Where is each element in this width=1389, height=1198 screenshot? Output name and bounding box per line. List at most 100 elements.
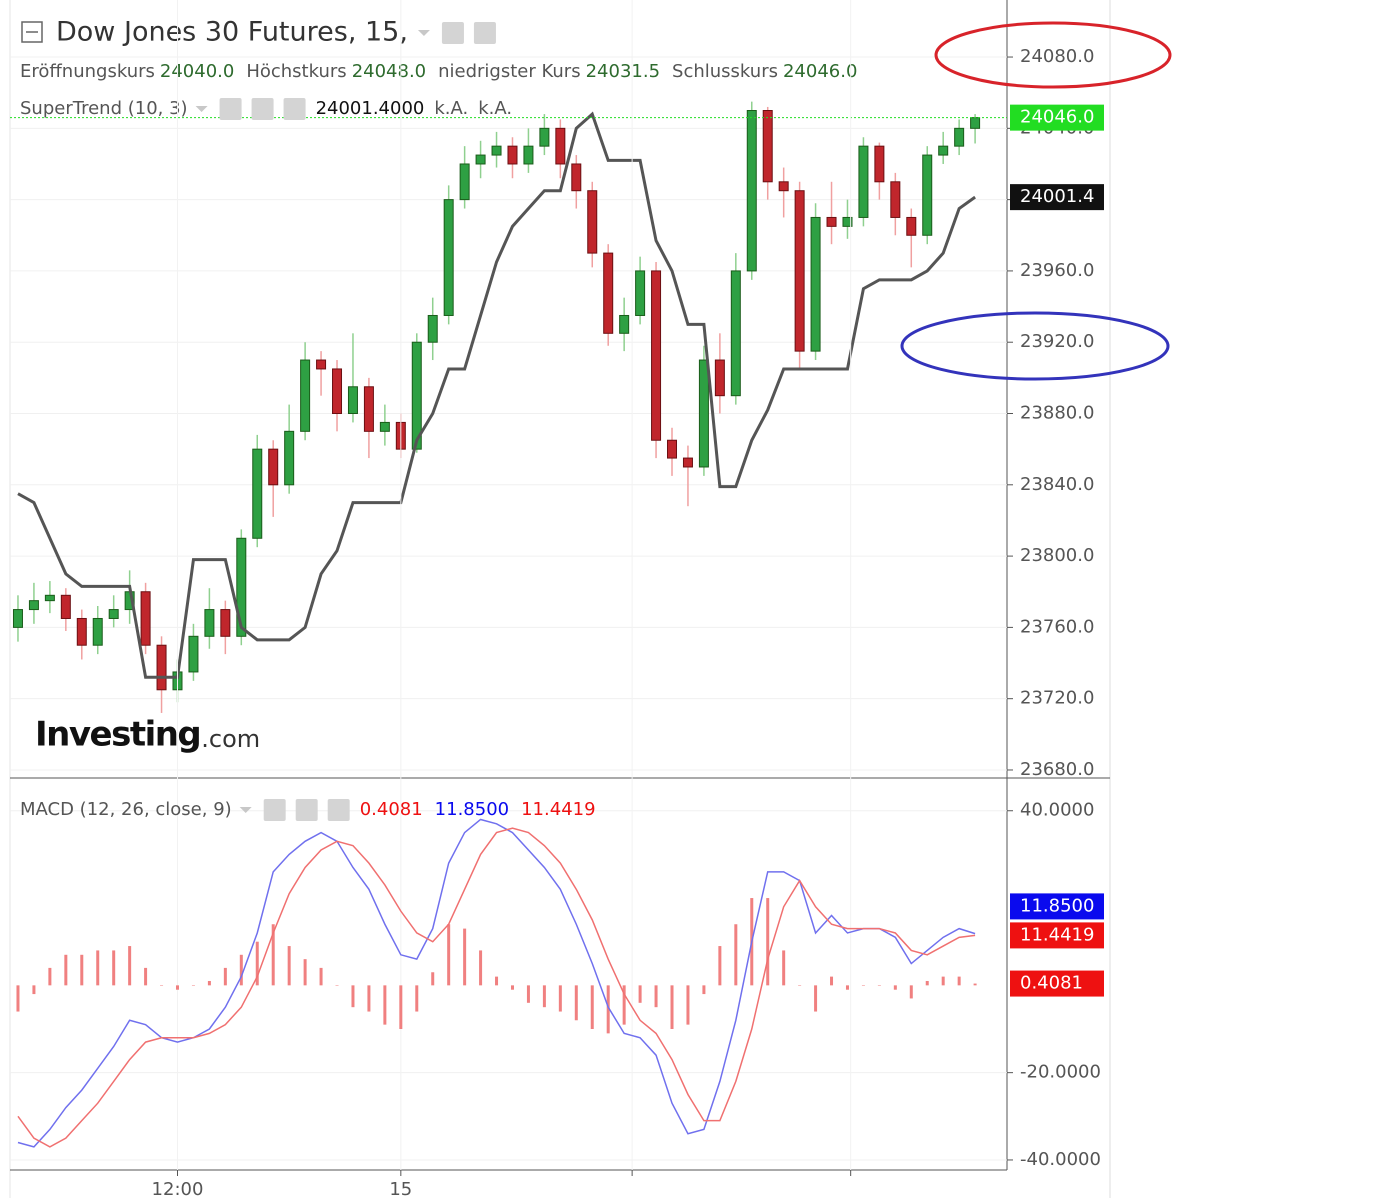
histogram-bar — [64, 954, 68, 986]
candle-body — [108, 609, 119, 619]
histogram-bar — [877, 985, 881, 986]
y-tick-label: 23880.0 — [1020, 403, 1094, 424]
x-tick-label: 12:00 — [152, 1179, 204, 1198]
y-tick-label: 24080.0 — [1020, 46, 1094, 67]
candle-body — [284, 430, 295, 486]
y-tick-label: 40.0000 — [1020, 800, 1094, 821]
indicator-label: 0.4081 — [1020, 973, 1083, 994]
ohlc-value: 24046.0 — [783, 61, 857, 82]
histogram-bar — [479, 950, 483, 986]
histogram-bar — [271, 924, 275, 986]
candle-body — [411, 341, 422, 450]
legend-name: SuperTrend (10, 3) — [20, 98, 188, 119]
candle-body — [555, 127, 566, 165]
histogram-bar — [223, 967, 227, 986]
candle-body — [826, 216, 837, 227]
histogram-bar — [239, 954, 243, 986]
histogram-bar — [367, 985, 371, 1012]
candle-body — [204, 609, 215, 637]
y-tick-label: 23840.0 — [1020, 474, 1094, 495]
plot-layer: 24080.024040.024000.023960.023920.023880… — [10, 0, 1104, 1198]
indicator-label: 11.4419 — [1020, 924, 1094, 945]
histogram-bar — [861, 985, 865, 986]
ohlc-value: 24048.0 — [352, 61, 426, 82]
histogram-bar — [175, 985, 179, 990]
candle-body — [12, 609, 23, 628]
histogram-bar — [383, 985, 387, 1025]
macd-line — [17, 818, 976, 1148]
ohlc-value: 24031.5 — [586, 61, 660, 82]
ohlc-value: 24040.0 — [160, 61, 234, 82]
ohlc-name: Eröffnungskurs — [20, 61, 155, 82]
y-tick-label: 23760.0 — [1020, 616, 1094, 637]
histogram-bar — [463, 928, 467, 986]
histogram-bar — [622, 985, 626, 1025]
indicator-title: MACD (12, 26, close, 9) — [20, 799, 232, 820]
candle-body — [667, 439, 678, 459]
candle-body — [651, 270, 662, 441]
icon-button — [327, 799, 350, 821]
candle-body — [619, 314, 630, 334]
icon-button — [295, 799, 318, 821]
histogram-bar — [925, 980, 929, 986]
histogram-bar — [191, 985, 195, 986]
histogram-bar — [255, 941, 259, 986]
y-tick-label: 23960.0 — [1020, 260, 1094, 281]
dropdown-caret — [417, 30, 430, 36]
candle-body — [890, 181, 901, 218]
dropdown-caret — [239, 807, 252, 813]
candle-body — [571, 163, 582, 192]
candle-body — [28, 600, 39, 611]
last-price-box — [1010, 104, 1104, 131]
y-tick-label: -20.0000 — [1020, 1062, 1101, 1083]
histogram-bar — [670, 985, 674, 1030]
candle-body — [332, 368, 343, 415]
histogram-bar — [351, 985, 355, 1008]
candle-body — [730, 270, 741, 397]
histogram-bar — [335, 985, 339, 986]
candle-body — [810, 216, 821, 352]
candle-body — [858, 145, 869, 218]
candle-body — [443, 199, 454, 316]
histogram-bar — [686, 985, 690, 1025]
histogram-bar — [399, 985, 403, 1030]
candle-body — [236, 537, 247, 637]
y-tick-label: 23720.0 — [1020, 688, 1094, 709]
histogram-bar — [845, 985, 849, 990]
candle-body — [635, 270, 646, 316]
icon-button — [251, 98, 274, 120]
candle-body — [523, 145, 534, 165]
histogram-bar — [287, 946, 291, 986]
histogram-bar — [606, 985, 610, 1034]
candle-body — [507, 145, 518, 165]
ohlc-name: Höchstkurs — [246, 61, 346, 82]
legend-value: 11.4419 — [521, 799, 595, 820]
histogram-bar — [654, 985, 658, 1008]
histogram-bar — [941, 976, 945, 986]
histogram-bar — [319, 967, 323, 986]
candle-body — [970, 117, 981, 129]
indicator-box — [1010, 893, 1104, 920]
dropdown-caret — [195, 106, 208, 112]
histogram-bar — [909, 985, 913, 999]
candle-body — [762, 110, 773, 183]
indicator-box — [1010, 184, 1104, 211]
indicator-box — [1010, 922, 1104, 949]
candle-body — [714, 359, 725, 397]
legend-extra: k.A. — [478, 98, 512, 119]
annotation-ellipse — [900, 311, 1170, 381]
ohlc-name: Schlusskurs — [672, 61, 778, 82]
candle-body — [140, 591, 151, 646]
legend-extra: k.A. — [434, 98, 468, 119]
candle-body — [156, 644, 167, 691]
histogram-bar — [160, 985, 164, 986]
histogram-bar — [558, 985, 562, 1012]
x-tick-label: 15 — [389, 1179, 412, 1198]
y-tick-label: 23800.0 — [1020, 545, 1094, 566]
candle-body — [92, 617, 103, 646]
candle-body — [842, 216, 853, 227]
y-tick-label: -40.0000 — [1020, 1149, 1101, 1170]
last-price-label: 24046.0 — [1020, 107, 1094, 128]
